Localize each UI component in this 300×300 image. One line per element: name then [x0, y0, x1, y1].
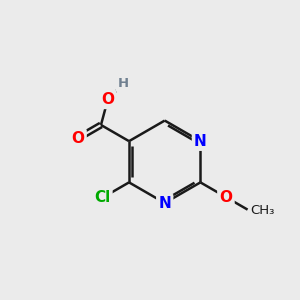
Text: N: N — [158, 196, 171, 211]
Text: N: N — [194, 134, 207, 149]
Text: O: O — [101, 92, 114, 107]
Text: CH₃: CH₃ — [250, 204, 275, 217]
Text: O: O — [71, 131, 85, 146]
Text: O: O — [219, 190, 232, 205]
Text: Cl: Cl — [94, 190, 110, 205]
Text: H: H — [118, 77, 129, 90]
